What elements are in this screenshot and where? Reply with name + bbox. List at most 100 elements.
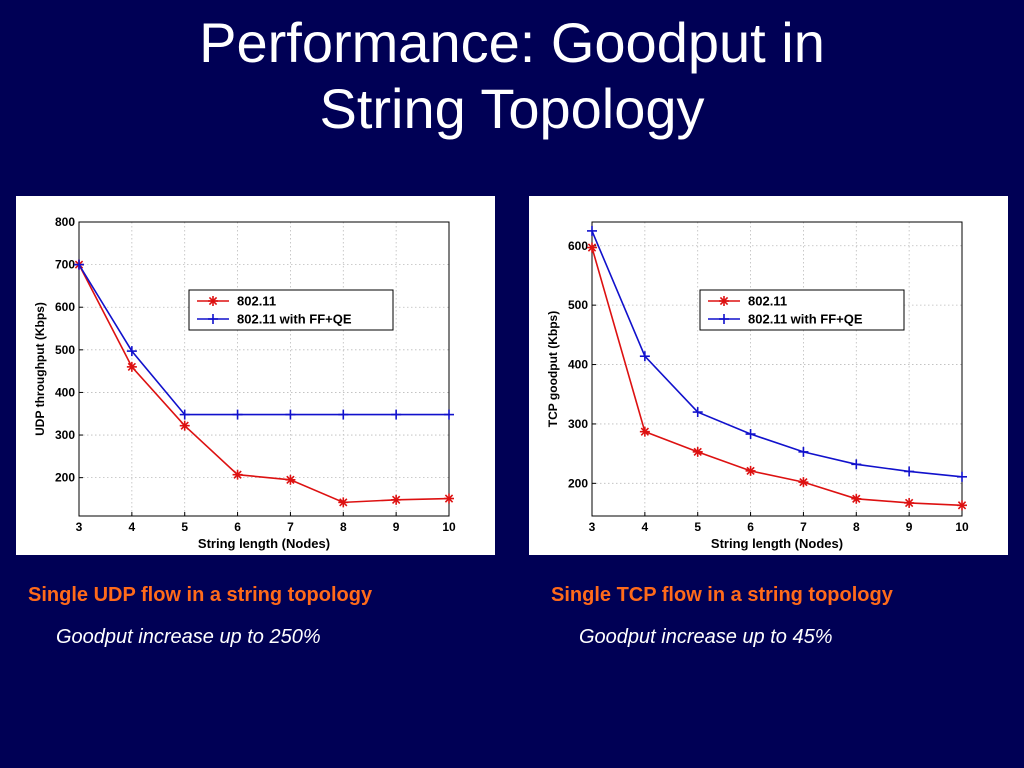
x-tick-label: 4: [642, 520, 649, 534]
series-ffqe-point: [444, 409, 454, 420]
y-tick-label: 500: [568, 298, 588, 312]
series-80211-point: [587, 242, 597, 253]
chart-legend: 802.11 802.11 with FF+QE: [188, 289, 394, 331]
x-tick-label: 3: [76, 520, 83, 534]
y-tick-label: 600: [568, 239, 588, 253]
series-80211-point: [285, 474, 296, 485]
udp-throughput-chart: 3 4 5 6 7 8 9 10 200 300 400 500 600 700 800 String len…: [33, 215, 456, 551]
x-tick-label: 4: [129, 520, 136, 534]
x-tick-label: 6: [234, 520, 241, 534]
series-80211-point: [179, 420, 190, 431]
y-tick-label: 200: [55, 471, 75, 485]
series-80211-point: [798, 477, 809, 488]
y-axis-label: UDP throughput (Kbps): [33, 302, 47, 436]
series-ffqe-point: [285, 409, 296, 420]
series-ffqe: [74, 259, 454, 420]
x-tick-label: 7: [287, 520, 294, 534]
series-80211-line: [78, 264, 450, 504]
series-ffqe-point: [904, 466, 915, 477]
series-80211-point: [957, 500, 967, 511]
series-ffqe-point: [692, 407, 703, 418]
series-80211-line: [591, 247, 963, 507]
plot-area: [79, 222, 449, 516]
x-tick-label: 7: [800, 520, 807, 534]
legend-label: 802.11: [237, 294, 276, 309]
series-80211-point: [851, 493, 862, 504]
slide-title: Performance: Goodput in String Topology: [0, 10, 1024, 142]
series-80211-point: [904, 497, 915, 508]
series-ffqe-point: [587, 225, 597, 236]
series-ffqe-point: [126, 346, 137, 357]
legend-swatch-marker: [719, 296, 729, 306]
tcp-goodput-note: Goodput increase up to 45%: [579, 626, 833, 648]
legend-entry-ffqe: 802.11 with FF+QE: [197, 312, 352, 327]
legend-swatch-marker: [208, 314, 218, 324]
series-ffqe-point: [851, 459, 862, 470]
y-tick-label: 500: [55, 343, 75, 357]
series-80211-point: [126, 361, 137, 372]
x-tick-label: 10: [955, 520, 969, 534]
series-ffqe-line: [78, 264, 449, 416]
legend-box: [699, 289, 905, 331]
x-axis-label: String length (Nodes): [198, 536, 330, 551]
y-axis-label: TCP goodput (Kbps): [546, 311, 560, 427]
series-ffqe-point: [957, 471, 967, 482]
series-ffqe-point: [745, 429, 756, 440]
series-80211-point: [391, 494, 402, 505]
series-80211: [74, 259, 454, 508]
legend-label: 802.11: [748, 294, 787, 309]
legend-swatch-marker: [719, 314, 729, 324]
tcp-caption: Single TCP flow in a string topology: [551, 584, 893, 606]
legend-entry-80211: 802.11: [197, 294, 276, 309]
series-ffqe-point: [391, 409, 402, 420]
x-tick-label: 10: [442, 520, 456, 534]
series-ffqe-point: [179, 409, 190, 420]
series-80211-point: [692, 446, 703, 457]
legend-box: [188, 289, 394, 331]
x-tick-label: 8: [340, 520, 347, 534]
series-80211-point: [338, 497, 349, 508]
axes-frame: [591, 221, 963, 517]
y-tick-label: 400: [55, 385, 75, 399]
series-80211-point: [444, 493, 454, 504]
x-axis-label: String length (Nodes): [711, 536, 843, 551]
slide-title-line-2: String Topology: [319, 77, 705, 140]
legend-label: 802.11 with FF+QE: [237, 312, 352, 327]
series-ffqe: [587, 225, 967, 482]
y-tick-label: 600: [55, 300, 75, 314]
legend-entry-ffqe: 802.11 with FF+QE: [708, 312, 863, 327]
x-tick-label: 6: [747, 520, 754, 534]
legend-label: 802.11 with FF+QE: [748, 312, 863, 327]
y-tick-label: 300: [568, 417, 588, 431]
tcp-goodput-chart: 3 4 5 6 7 8 9 10 200 300 400 500 600 String length (N…: [546, 221, 969, 551]
series-80211-point: [232, 469, 243, 480]
chart-legend: 802.11 802.11 with FF+QE: [699, 289, 905, 331]
series-80211-point: [745, 465, 756, 476]
y-tick-label: 700: [55, 258, 75, 272]
x-tick-label: 3: [589, 520, 596, 534]
udp-goodput-note: Goodput increase up to 250%: [56, 626, 321, 648]
slide-title-line-1: Performance: Goodput in: [199, 11, 825, 74]
y-tick-label: 300: [55, 428, 75, 442]
udp-caption: Single UDP flow in a string topology: [28, 584, 373, 606]
series-ffqe-line: [591, 230, 963, 478]
series-ffqe-point: [338, 409, 349, 420]
series-ffqe-point: [74, 259, 84, 270]
series-ffqe-point: [232, 409, 243, 420]
y-tick-label: 800: [55, 215, 75, 229]
series-ffqe-point: [798, 446, 809, 457]
x-tick-label: 9: [906, 520, 913, 534]
legend-swatch-marker: [208, 296, 218, 306]
y-tick-label: 400: [568, 358, 588, 372]
x-tick-label: 8: [853, 520, 860, 534]
x-tick-label: 5: [181, 520, 188, 534]
series-80211: [587, 242, 967, 511]
axes-frame: [78, 221, 450, 517]
udp-chart-panel: 3 4 5 6 7 8 9 10 200 300 400 500 600 700 800 String len…: [16, 196, 495, 555]
tcp-chart-panel: 3 4 5 6 7 8 9 10 200 300 400 500 600 String length (N…: [529, 196, 1008, 555]
legend-entry-80211: 802.11: [708, 294, 787, 309]
series-80211-point: [639, 426, 650, 437]
series-ffqe-point: [639, 351, 650, 362]
y-tick-label: 200: [568, 476, 588, 490]
x-tick-label: 9: [393, 520, 400, 534]
